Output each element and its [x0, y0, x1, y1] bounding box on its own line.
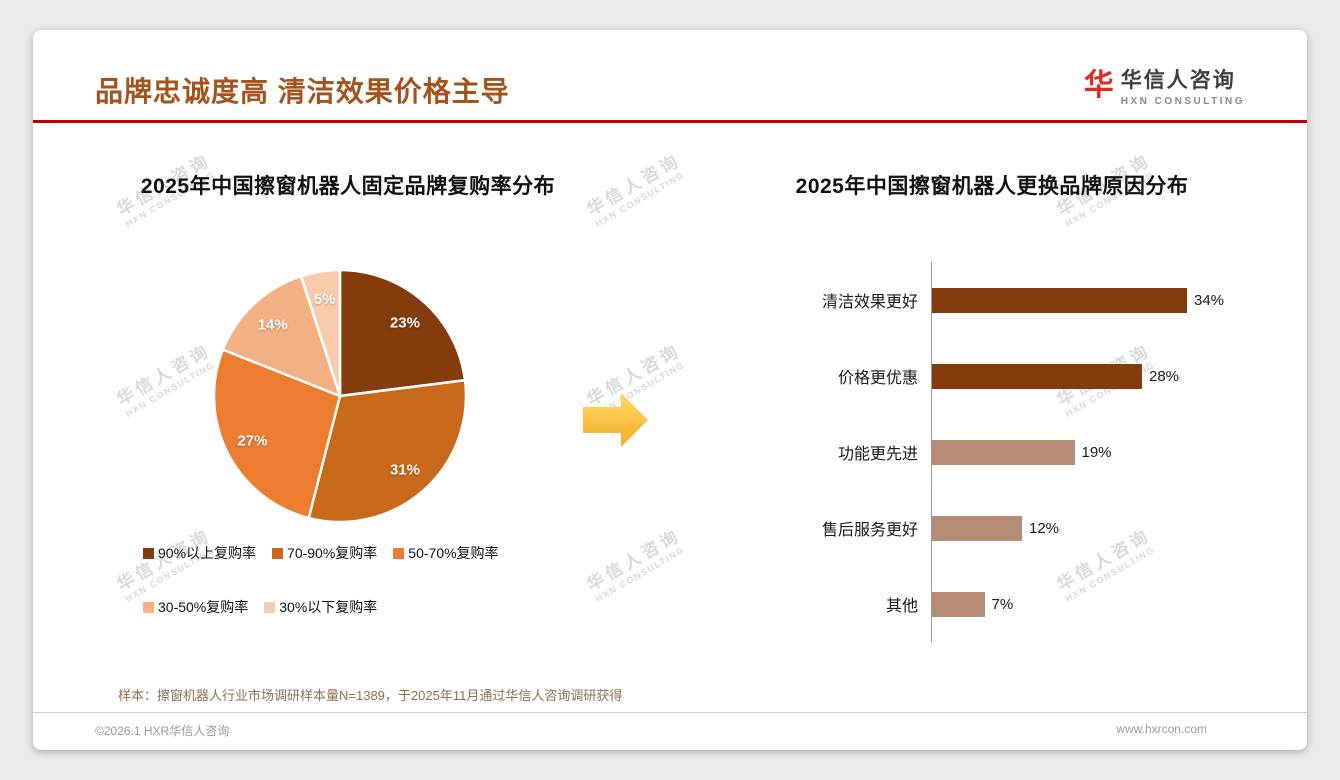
pie-slice: [212, 347, 342, 520]
bar-category-label: 价格更优惠: [837, 370, 918, 387]
header-divider: [33, 120, 1307, 123]
hxn-logo-icon: 华: [1083, 68, 1114, 102]
legend-swatch: [264, 601, 276, 613]
pie-data-label: 5%: [314, 291, 336, 308]
legend-swatch: [143, 601, 154, 613]
logo: 华 华信人咨询 HXN CONSULTING: [1084, 64, 1245, 107]
bar-plot-area: 34%: [931, 262, 1283, 338]
pie-data-label: 23%: [390, 314, 420, 331]
arrow-right-icon: [583, 393, 648, 447]
pie-chart: 23% 31% 27% 14% 5%: [212, 268, 468, 524]
pie-data-label: 14%: [258, 316, 288, 333]
legend-item: 30-50%复购率: [143, 597, 248, 617]
pie-data-label: 31%: [390, 462, 420, 479]
slide-title: 品牌忠诚度高 清洁效果价格主导: [95, 76, 510, 107]
bar-value-label: 12%: [1029, 519, 1060, 537]
bar-chart-title: 2025年中国擦窗机器人更换品牌原因分布: [795, 175, 1189, 198]
bar: [932, 591, 985, 617]
bar: [932, 439, 1075, 465]
legend-label: 30%以下复购率: [279, 599, 378, 615]
website: www.hxrcon.com: [1116, 722, 1207, 736]
bar-category-label: 功能更先进: [837, 446, 918, 463]
sample-note: 样本：擦窗机器人行业市场调研样本量N=1389，于2025年11月通过华信人咨询…: [118, 688, 623, 703]
bar-row: 功能更先进 19%: [633, 414, 1283, 490]
bar-category-label: 清洁效果更好: [821, 294, 918, 311]
bar-plot-area: 19%: [931, 414, 1283, 490]
bar-category-label: 售后服务更好: [821, 522, 918, 539]
slide-card: 华信人咨询 HXN CONSULTING 华信人咨询 HXN CONSULTING 华信…: [33, 30, 1307, 750]
legend-swatch: [272, 547, 284, 559]
copyright: ©2026.1 HXR华信人咨询: [95, 724, 230, 738]
logo-name: 华信人咨询: [1120, 69, 1236, 92]
bar-category-label: 其他: [885, 598, 918, 615]
pie-slice: [299, 268, 342, 397]
legend-label: 90%以上复购率: [158, 545, 257, 561]
legend-label: 70-90%复购率: [287, 545, 378, 561]
legend-swatch: [143, 547, 154, 559]
logo-subtitle: HXN CONSULTING: [1120, 96, 1245, 107]
bar-row: 清洁效果更好 34%: [633, 262, 1283, 338]
bar: [932, 287, 1187, 313]
legend-item: 70-90%复购率: [272, 543, 377, 563]
legend-label: 50-70%复购率: [408, 545, 499, 561]
pie-data-label: 27%: [237, 433, 267, 450]
pie-slice: [338, 268, 467, 398]
bar: [932, 363, 1142, 389]
bar-row: 售后服务更好 12%: [633, 490, 1283, 566]
bar-chart: 清洁效果更好 34% 价格更优惠 28% 功能更先进 19% 售后服务更好 12% 其他 7%: [633, 262, 1283, 642]
bar-row: 价格更优惠 28%: [633, 338, 1283, 414]
bar-value-label: 28%: [1149, 367, 1180, 385]
bar-plot-area: 12%: [931, 490, 1283, 566]
bar-value-label: 7%: [991, 595, 1014, 613]
bar-value-label: 19%: [1081, 443, 1112, 461]
legend-item: 50-70%复购率: [393, 543, 499, 563]
legend-swatch: [393, 547, 405, 559]
bar-plot-area: 28%: [931, 338, 1283, 414]
bar-row: 其他 7%: [633, 566, 1283, 642]
pie-slice: [307, 378, 468, 524]
pie-legend: 90%以上复购率 70-90%复购率 50-70%复购率 30-50%复购率 30%以下…: [143, 543, 613, 617]
legend-label: 30-50%复购率: [158, 599, 249, 615]
footer-divider: [33, 712, 1307, 713]
legend-item: 90%以上复购率: [143, 543, 256, 563]
bar: [932, 515, 1022, 541]
legend-item: 30%以下复购率: [264, 597, 377, 617]
logo-text: 华信人咨询 HXN CONSULTING: [1121, 64, 1245, 107]
pie-chart-title: 2025年中国擦窗机器人固定品牌复购率分布: [140, 175, 556, 198]
bar-value-label: 34%: [1194, 291, 1225, 309]
bar-plot-area: 7%: [931, 566, 1283, 642]
